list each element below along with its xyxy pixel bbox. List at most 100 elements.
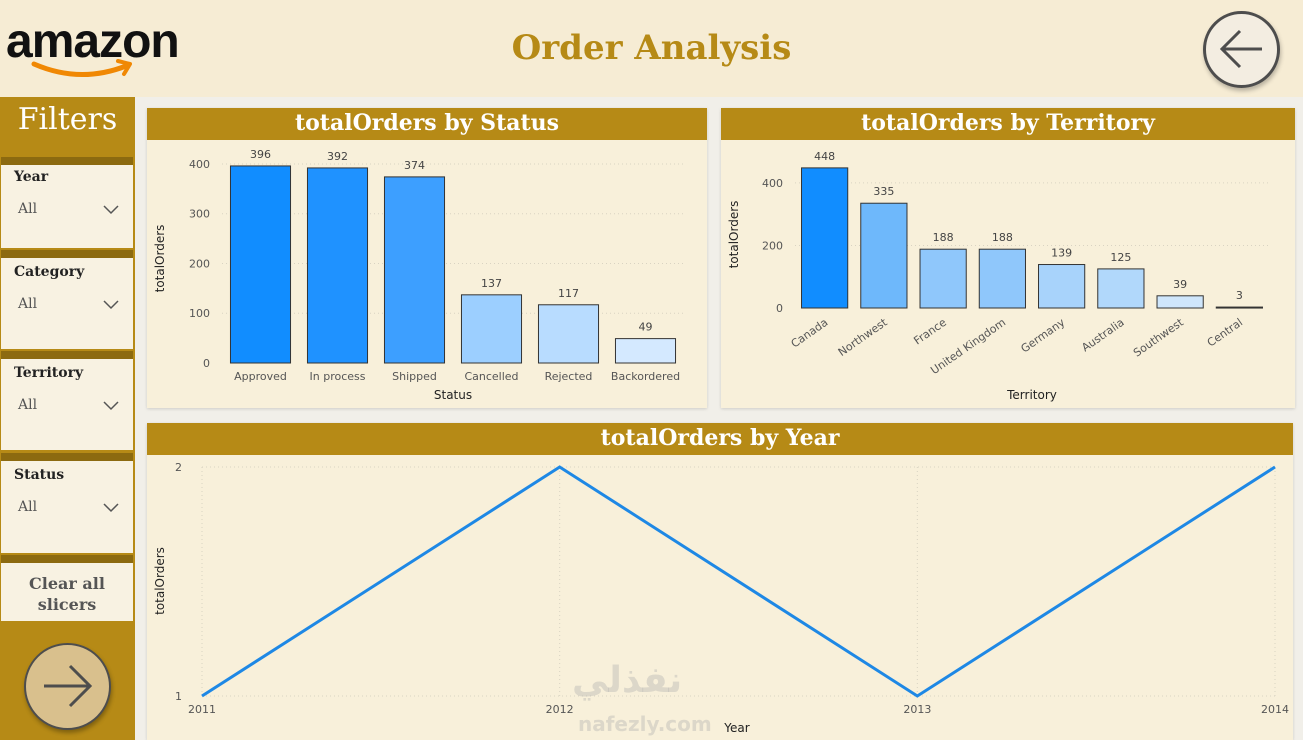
chevron-down-icon[interactable]	[103, 401, 119, 411]
chart-title: totalOrders by Territory	[721, 108, 1295, 140]
data-label: 188	[992, 231, 1013, 244]
x-tick-label: Australia	[1079, 316, 1126, 355]
data-label: 49	[639, 321, 653, 334]
page-title: Order Analysis	[0, 28, 1303, 68]
bar	[1039, 265, 1085, 308]
slicer-label: Status	[14, 467, 64, 483]
x-tick-label: In process	[310, 370, 366, 383]
chevron-down-icon[interactable]	[103, 503, 119, 513]
y-axis-title: totalOrders	[727, 201, 741, 269]
bar	[1157, 296, 1203, 308]
next-page-button[interactable]	[24, 643, 111, 730]
bar	[384, 177, 444, 363]
x-tick-label: Approved	[234, 370, 287, 383]
data-label: 392	[327, 150, 348, 163]
x-tick-label: 2011	[188, 703, 216, 716]
x-axis-title: Territory	[1006, 388, 1057, 402]
data-label: 396	[250, 148, 271, 161]
bar	[538, 305, 598, 363]
x-tick-label: 2013	[903, 703, 931, 716]
y-axis-title: totalOrders	[153, 547, 167, 615]
bar	[461, 295, 521, 363]
x-tick-label: 2012	[546, 703, 574, 716]
data-label: 139	[1051, 247, 1072, 260]
slicer-label: Category	[14, 264, 84, 280]
data-label: 374	[404, 159, 425, 172]
x-tick-label: Canada	[789, 316, 831, 351]
territory-slicer[interactable]: Territory All	[1, 351, 133, 450]
clear-all-slicers-button[interactable]: Clear all slicers	[1, 555, 133, 621]
data-label: 188	[933, 231, 954, 244]
x-axis-title: Status	[434, 388, 472, 402]
year-line-chart: 1 2 2011 2012 2013 2014 Year totalOrders	[147, 423, 1293, 740]
header-bar: amazon Order Analysis	[0, 0, 1303, 97]
slicer-label: Year	[14, 169, 48, 185]
year-slicer[interactable]: Year All	[1, 157, 133, 248]
watermark-arabic: نفذلي	[572, 660, 682, 701]
y-tick-label: 400	[762, 177, 783, 190]
y-tick-label: 1	[175, 690, 182, 703]
data-label: 39	[1173, 278, 1187, 291]
territory-bar-chart: 0 200 400 448 Canada 335 Northwest 188 France 188…	[721, 108, 1295, 408]
x-tick-label: Rejected	[545, 370, 593, 383]
data-label: 448	[814, 150, 835, 163]
back-button[interactable]	[1203, 11, 1280, 88]
x-tick-label: France	[911, 316, 949, 348]
y-tick-label: 300	[189, 208, 210, 221]
y-axis-title: totalOrders	[153, 225, 167, 293]
bar	[1216, 307, 1262, 308]
y-tick-label: 200	[189, 257, 210, 270]
x-tick-label: Southwest	[1131, 315, 1186, 359]
x-tick-label: Shipped	[392, 370, 437, 383]
x-axis-title: Year	[723, 721, 749, 735]
y-tick-label: 100	[189, 307, 210, 320]
y-tick-label: 200	[762, 239, 783, 252]
chart-title: totalOrders by Year	[147, 423, 1293, 455]
chart-title: totalOrders by Status	[147, 108, 707, 140]
chevron-down-icon[interactable]	[103, 300, 119, 310]
x-tick-label: Cancelled	[464, 370, 518, 383]
data-label: 335	[873, 185, 894, 198]
bar	[307, 168, 367, 363]
filters-title: Filters	[0, 102, 135, 137]
data-label: 117	[558, 287, 579, 300]
slicer-value[interactable]: All	[18, 201, 37, 217]
bar	[802, 168, 848, 308]
data-label: 137	[481, 277, 502, 290]
data-label: 3	[1236, 289, 1243, 302]
territory-chart-card: 0 200 400 448 Canada 335 Northwest 188 France 188…	[721, 108, 1295, 408]
year-chart-card: 1 2 2011 2012 2013 2014 Year totalOrders totalO…	[147, 423, 1293, 740]
bar	[861, 203, 907, 308]
status-chart-card: 0 100 200 300 400 396 Approved 392 In process 374…	[147, 108, 707, 408]
chevron-down-icon[interactable]	[103, 205, 119, 215]
slicer-value[interactable]: All	[18, 499, 37, 515]
y-tick-label: 0	[203, 357, 210, 370]
arrow-right-icon	[26, 645, 109, 728]
series-line	[202, 467, 1275, 696]
bar	[615, 339, 675, 363]
slicer-label: Territory	[14, 365, 83, 381]
clear-label-line1: Clear all	[1, 573, 133, 594]
status-slicer[interactable]: Status All	[1, 453, 133, 553]
clear-label-line2: slicers	[1, 594, 133, 615]
slicer-value[interactable]: All	[18, 397, 37, 413]
watermark-url: nafezly.com	[578, 712, 712, 736]
bar	[230, 166, 290, 363]
x-tick-label: Northwest	[836, 315, 890, 358]
category-slicer[interactable]: Category All	[1, 250, 133, 349]
data-label: 125	[1110, 251, 1131, 264]
x-tick-label: Backordered	[611, 370, 680, 383]
bar	[1098, 269, 1144, 308]
x-tick-label: Germany	[1018, 316, 1067, 356]
bar	[979, 249, 1025, 308]
bar	[920, 249, 966, 308]
x-tick-label: 2014	[1261, 703, 1289, 716]
status-bar-chart: 0 100 200 300 400 396 Approved 392 In process 374…	[147, 108, 707, 408]
y-tick-label: 400	[189, 158, 210, 171]
arrow-left-icon	[1206, 14, 1277, 85]
x-tick-label: Central	[1205, 316, 1245, 350]
filters-sidebar: Filters Year All Category All Territory …	[0, 97, 135, 740]
slicer-value[interactable]: All	[18, 296, 37, 312]
y-tick-label: 2	[175, 461, 182, 474]
y-tick-label: 0	[776, 302, 783, 315]
